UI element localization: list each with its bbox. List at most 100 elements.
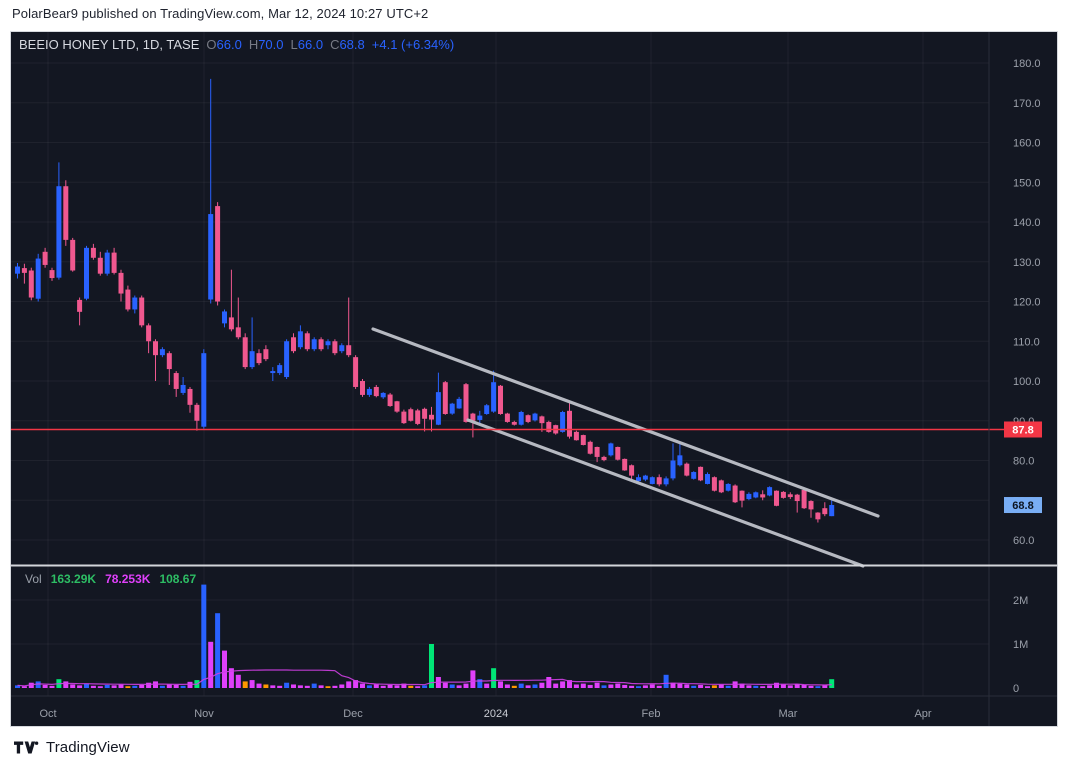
volume-bar (539, 682, 545, 688)
volume-bar (739, 683, 745, 688)
candle-body (815, 512, 821, 520)
time-tick-label: Oct (39, 708, 56, 720)
volume-bar (104, 684, 110, 688)
volume-bar (35, 681, 41, 688)
volume-bar (291, 684, 296, 688)
candle-body (753, 492, 759, 498)
time-axis[interactable]: Oct Nov Dec 2024 Feb Mar Apr (39, 708, 931, 720)
tradingview-wordmark[interactable]: TradingView (46, 739, 130, 756)
candle-body (767, 487, 773, 496)
volume-bar (360, 683, 365, 688)
volume-tick-label: 1M (1013, 639, 1028, 651)
volume-bar (222, 650, 227, 688)
candle-body (746, 493, 752, 500)
volume-bar (567, 680, 572, 688)
candle-body (477, 415, 483, 420)
lower-channel-line[interactable] (466, 418, 865, 568)
chart-widget[interactable]: 180.0 170.0 160.0 150.0 140.0 130.0 120.0 110.0… (10, 31, 1058, 727)
candle-body (594, 446, 600, 457)
volume-bar (235, 674, 241, 688)
volume-bar (201, 584, 207, 688)
volume-bar (670, 682, 676, 688)
footer: TradingView (14, 739, 130, 756)
svg-text:68.8: 68.8 (1012, 500, 1033, 512)
volume-bar (615, 683, 621, 688)
candle-body (442, 382, 448, 414)
last-price-label: 68.8 (1004, 497, 1042, 514)
volume-bar (767, 685, 773, 688)
time-tick-label: 2024 (484, 708, 508, 720)
candle-body (77, 299, 83, 312)
volume-bar (498, 681, 503, 688)
candle-body (146, 325, 152, 342)
volume-bar (705, 686, 710, 688)
time-tick-label: Dec (343, 708, 363, 720)
volume-bar (387, 684, 393, 688)
volume-bar (159, 685, 165, 688)
volume-bar (84, 683, 89, 688)
candle-body (684, 463, 690, 476)
candle-body (587, 441, 593, 454)
candle-body (242, 337, 248, 368)
candle-body (49, 270, 55, 279)
volume-bar (366, 685, 372, 688)
volume-bar (601, 685, 607, 688)
candle-body (787, 494, 793, 498)
volume-value-2: 78.253K (105, 572, 151, 586)
candle-body (277, 365, 283, 374)
candle-body (263, 349, 269, 360)
price-axis[interactable]: 180.0 170.0 160.0 150.0 140.0 130.0 120.0 110.0… (1013, 58, 1041, 695)
candle-body (408, 409, 414, 421)
candle-body (70, 239, 76, 271)
volume-bar (504, 684, 510, 688)
price-tick-label: 80.0 (1013, 456, 1034, 468)
candle-body (780, 491, 786, 498)
candle-body (215, 206, 221, 302)
change-value: +4.1 (+6.34%) (371, 37, 455, 52)
candle-body (380, 392, 386, 398)
price-tick-label: 140.0 (1013, 217, 1041, 229)
high-value: 70.0 (258, 37, 284, 52)
volume-bar (215, 613, 221, 688)
candle-body (504, 413, 510, 422)
volume-legend[interactable]: Vol 163.29K 78.253K 108.67 (25, 572, 196, 586)
candle-body (90, 247, 96, 258)
symbol-legend[interactable]: BEEIO HONEY LTD, 1D, TASE O66.0 H70.0 L66.0… (19, 37, 454, 52)
candle-body (401, 411, 407, 424)
volume-bar (774, 682, 779, 688)
candle-body (249, 351, 255, 368)
candle-body (208, 214, 214, 300)
volume-bar (580, 683, 586, 688)
svg-text:87.8: 87.8 (1012, 424, 1033, 436)
tradingview-logo-icon[interactable] (14, 741, 39, 754)
candle-body (28, 270, 34, 298)
candle-body (525, 415, 531, 422)
price-tick-label: 110.0 (1013, 336, 1040, 348)
candle-body (567, 410, 572, 437)
volume-bar (787, 685, 793, 688)
open-label: O (206, 37, 217, 52)
volume-bar (725, 685, 731, 688)
volume-bar (125, 686, 131, 688)
candle-body (663, 478, 669, 485)
candle-body (194, 404, 200, 421)
volume-bar (553, 683, 559, 688)
volume-bar (21, 686, 27, 688)
candle-body (139, 297, 145, 326)
price-tick-label: 130.0 (1013, 257, 1041, 269)
candle-body (491, 382, 497, 412)
candle-body (732, 485, 738, 503)
volume-bar (63, 681, 69, 688)
candle-body (284, 341, 290, 378)
candle-body (360, 381, 365, 395)
candle-body (256, 353, 262, 364)
close-value: 68.8 (339, 37, 365, 52)
candle-body (387, 394, 393, 407)
volume-bar (511, 685, 517, 688)
volume-bar (718, 684, 724, 688)
volume-bar (746, 685, 752, 688)
upper-channel-line[interactable] (371, 327, 880, 518)
chart-canvas[interactable]: 180.0 170.0 160.0 150.0 140.0 130.0 120.0 110.0… (11, 32, 1057, 726)
candle-body (35, 258, 41, 299)
volume-bar (353, 680, 359, 688)
